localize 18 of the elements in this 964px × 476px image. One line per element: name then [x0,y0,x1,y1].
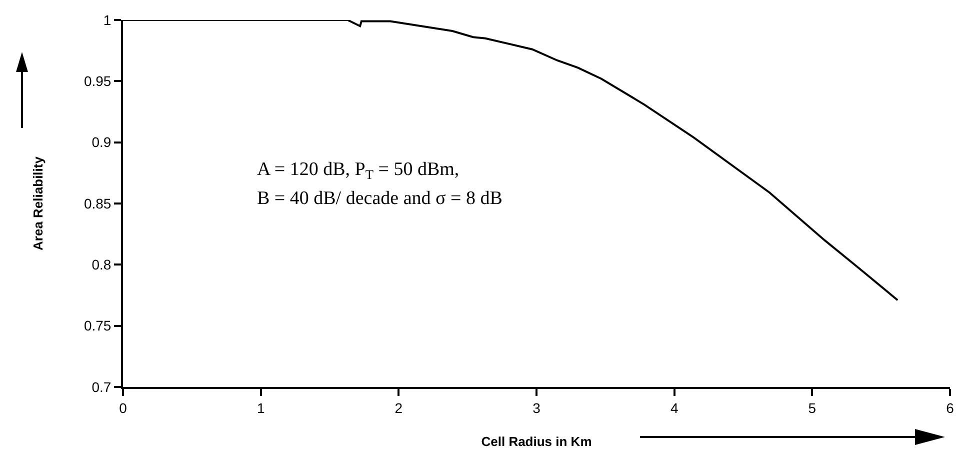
y-tick-label: 1 [103,12,112,28]
y-tick-label: 0.95 [84,73,112,90]
x-tick-label: 6 [946,400,954,416]
x-tick-label: 4 [670,400,678,416]
y-tick-label: 0.8 [92,256,112,273]
y-tick-label: 0.9 [92,134,112,150]
annotation: A = 120 dB, P$_{T}$ = 50 dBm, [257,159,460,182]
y-tick-label: 0.7 [92,378,112,395]
x-tick-label: 3 [532,400,541,416]
y-tick-label: 0.75 [84,318,112,334]
x-tick-label: 1 [256,400,265,416]
y-axis-title: Area Reliability [30,156,46,250]
x-tick-label: 0 [119,400,128,416]
x-tick-label: 2 [394,400,403,416]
x-tick-label: 5 [808,400,816,416]
annotation: B = 40 dB/ decade and σ = 8 dB [257,188,502,209]
y-tick-label: 0.85 [84,195,112,212]
x-axis-title: Cell Radius in Km [481,434,592,449]
